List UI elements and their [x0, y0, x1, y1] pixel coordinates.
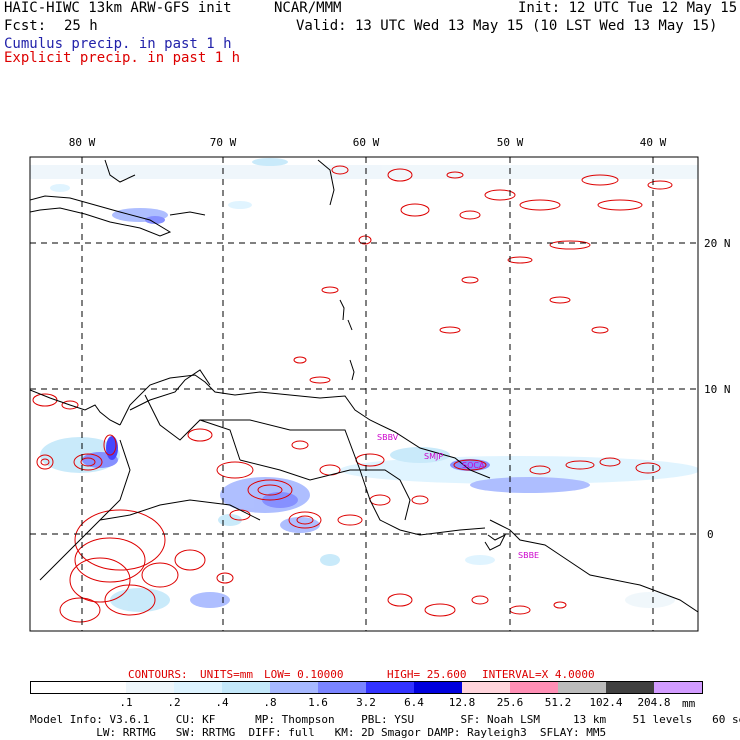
colorbar-label: .8 [263, 696, 277, 709]
station-smjp: SMJP [424, 452, 443, 461]
colorbar-swatch [606, 681, 655, 694]
contours-high: HIGH= 25.600 [387, 668, 467, 681]
colorbar-swatch [318, 681, 367, 694]
colorbar-units: mm [682, 697, 696, 710]
lon-label-40w: 40 W [640, 136, 667, 149]
colorbar-label: 204.8 [637, 696, 671, 709]
colorbar-swatch [270, 681, 319, 694]
station-sbbv: SBBV [377, 433, 399, 442]
colorbar-swatch [126, 681, 175, 694]
model-info-line1: Model Info: V3.6.1 CU: KF MP: Thompson P… [30, 713, 740, 726]
colorbar-label: 102.4 [589, 696, 623, 709]
lat-label-20n: 20 N [704, 237, 731, 250]
colorbar-label: 3.2 [356, 696, 376, 709]
lat-label-0: 0 [707, 528, 714, 541]
station-soca: SOCA [462, 461, 485, 470]
colorbar-swatch [510, 681, 559, 694]
colorbar-swatch [654, 681, 703, 694]
colorbar-label: 6.4 [404, 696, 424, 709]
colorbar-label: .2 [167, 696, 181, 709]
lon-label-80w: 80 W [69, 136, 96, 149]
lat-label-10n: 10 N [704, 383, 731, 396]
product-title: HAIC-HIWC 13km ARW-GFS init [4, 0, 232, 16]
station-sbbe: SBBE [518, 551, 539, 560]
organization: NCAR/MMM [274, 0, 342, 16]
lon-label-50w: 50 W [497, 136, 524, 149]
colorbar-swatch [174, 681, 223, 694]
contours-label: CONTOURS: [128, 668, 188, 681]
colorbar-label: 1.6 [308, 696, 328, 709]
model-info-line2: LW: RRTMG SW: RRTMG DIFF: full KM: 2D Sm… [30, 726, 607, 739]
lon-label-70w: 70 W [210, 136, 237, 149]
colorbar-label: 51.2 [544, 696, 572, 709]
colorbar-label: .1 [119, 696, 133, 709]
graticule [30, 157, 698, 631]
colorbar-swatch [30, 681, 79, 694]
colorbar-label: .4 [215, 696, 229, 709]
colorbar-swatch [78, 681, 127, 694]
forecast-hour: 25 h [64, 18, 98, 34]
init-time: Init: 12 UTC Tue 12 May 15 [518, 0, 738, 16]
colorbar-swatch [558, 681, 607, 694]
valid-time: Valid: 13 UTC Wed 13 May 15 (10 LST Wed … [296, 18, 718, 34]
cumulus-legend: Cumulus precip. in past 1 h [4, 36, 232, 52]
colorbar-swatch [222, 681, 271, 694]
explicit-legend: Explicit precip. in past 1 h [4, 50, 241, 66]
coastlines [30, 159, 698, 613]
colorbar-label: 12.8 [448, 696, 476, 709]
contours-interval: INTERVAL=X 4.0000 [482, 668, 595, 681]
explicit-precip-contours [32, 165, 673, 623]
colorbar-label: 25.6 [496, 696, 524, 709]
contours-units: UNITS=mm [200, 668, 253, 681]
contours-low: LOW= 0.10000 [264, 668, 344, 681]
lon-label-60w: 60 W [353, 136, 380, 149]
map-frame [29, 156, 699, 632]
colorbar-swatch [414, 681, 463, 694]
colorbar-swatch [366, 681, 415, 694]
forecast-label: Fcst: [4, 18, 47, 34]
colorbar-swatch [462, 681, 511, 694]
